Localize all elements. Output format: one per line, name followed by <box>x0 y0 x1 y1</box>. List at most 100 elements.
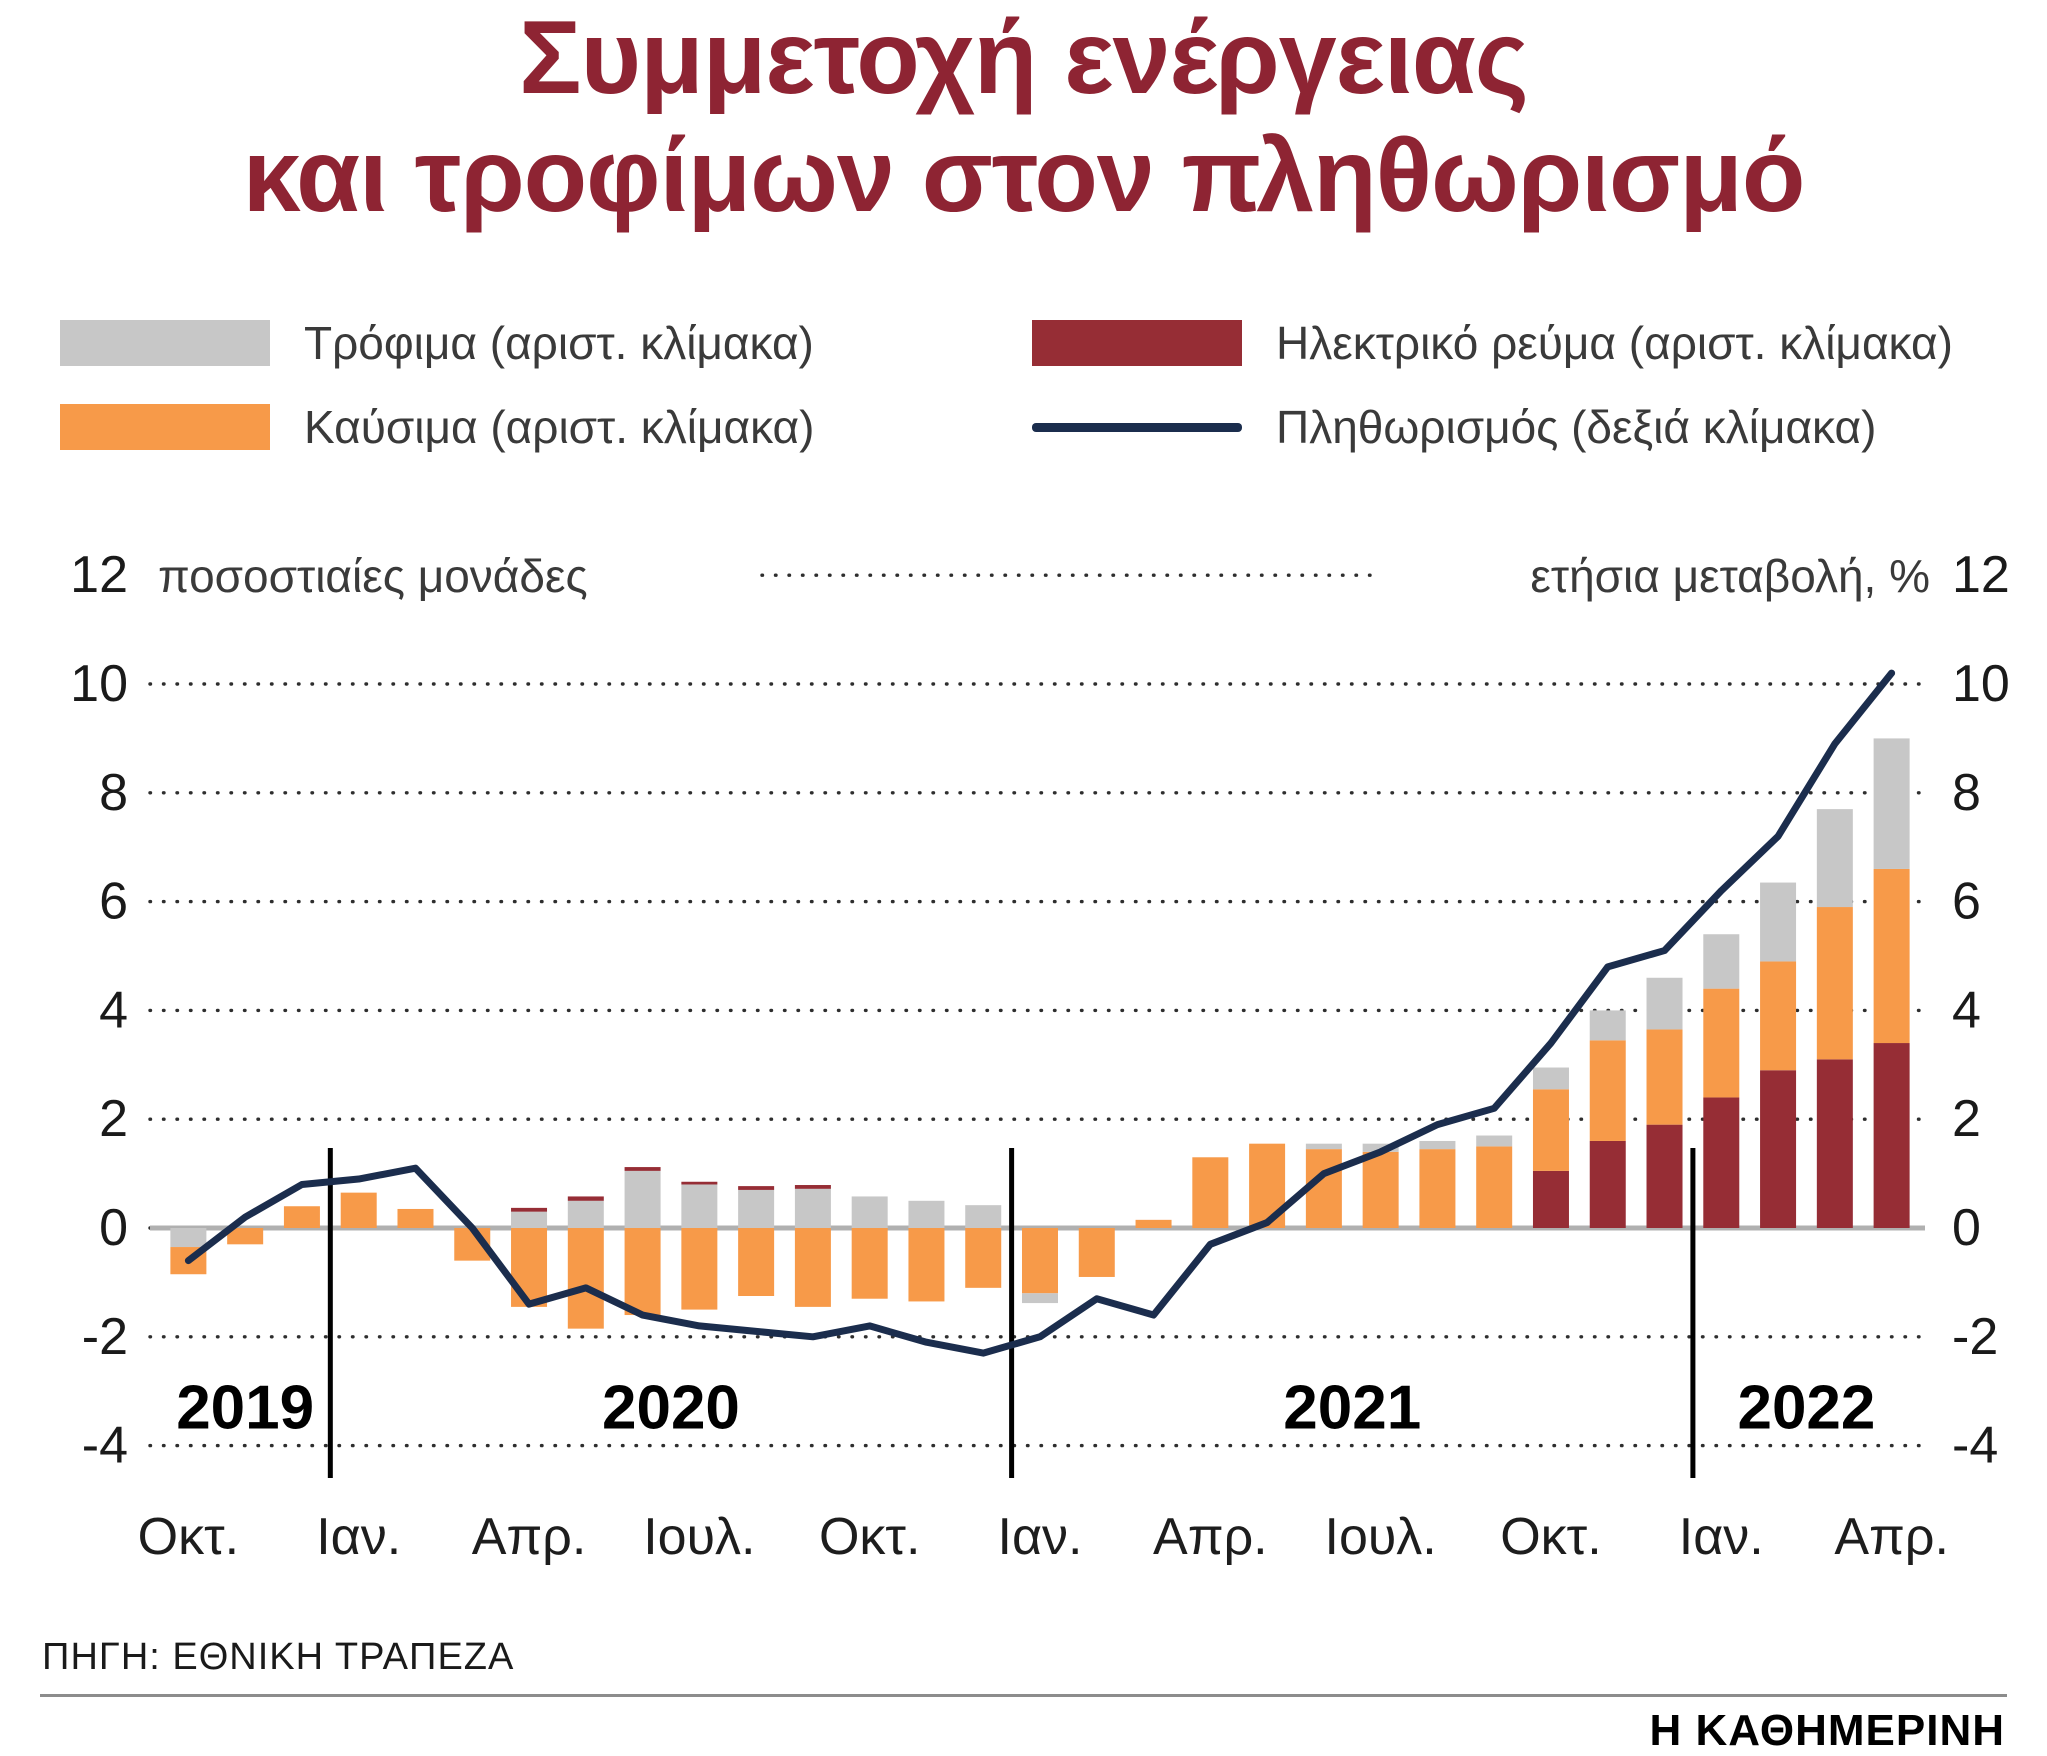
y-tick-left: 0 <box>99 1199 128 1257</box>
bar-segment-food <box>1589 1010 1626 1041</box>
x-axis-labels: Οκτ. Ιαν. Απρ. Ιουλ. Οκτ. Ιαν. Απρ. Ιουλ. Οκτ. Ια… <box>138 1508 1949 1566</box>
bar-segment-food <box>1873 738 1910 869</box>
y-tick-left: 4 <box>99 981 128 1039</box>
bar-segment-fuel <box>1646 1029 1683 1125</box>
y-tick-right: 2 <box>1952 1090 1981 1148</box>
y-tick-left: 10 <box>70 655 128 713</box>
year-label: 2019 <box>176 1374 314 1443</box>
bar-segment-food <box>1022 1293 1058 1304</box>
bar-segment-fuel <box>851 1228 888 1299</box>
year-label: 2022 <box>1737 1374 1875 1443</box>
fuel-swatch-icon <box>60 404 270 450</box>
y-tick-right: 6 <box>1952 873 1981 931</box>
y-tick-left: 2 <box>99 1090 128 1148</box>
bar-segment-food <box>624 1170 661 1228</box>
bar-segment-food <box>1816 809 1853 908</box>
bar-segment-elec <box>1816 1059 1853 1228</box>
bar-segment-elec <box>624 1167 661 1171</box>
bar-segment-fuel <box>1192 1157 1229 1228</box>
bar-segment-fuel <box>340 1192 377 1228</box>
chart-title: Συμμετοχή ενέργειας και τροφίμων στον πλ… <box>0 0 2047 235</box>
bar-segment-food <box>1362 1143 1399 1152</box>
bar-segment-fuel <box>227 1228 264 1245</box>
x-tick-label: Ιαν. <box>1679 1508 1764 1566</box>
x-tick-label: Οκτ. <box>1500 1508 1601 1566</box>
legend-item-food: Τρόφιμα (αριστ. κλίμακα) <box>60 317 814 369</box>
inflation-line <box>184 669 1896 1357</box>
bar-segment-elec <box>1873 1043 1910 1228</box>
year-dividers <box>327 1148 1696 1478</box>
y-tick-right: -2 <box>1952 1308 1998 1366</box>
bar-segment-fuel <box>1022 1228 1058 1294</box>
bar-segment-elec <box>1703 1097 1740 1228</box>
legend-item-electricity: Ηλεκτρικό ρεύμα (αριστ. κλίμακα) <box>1032 317 1953 369</box>
bar-segment-food <box>1476 1135 1513 1147</box>
y-tick-right: 12 <box>1952 546 2010 604</box>
footer-rule <box>40 1694 2007 1697</box>
bar-segment-fuel <box>1532 1089 1569 1171</box>
electricity-swatch-icon <box>1032 320 1242 366</box>
title-line-2: και τροφίμων στον πληθωρισμό <box>242 117 1806 234</box>
y-tick-right: 4 <box>1952 981 1981 1039</box>
y-tick-right: -4 <box>1952 1417 1998 1475</box>
bar-segment-fuel <box>624 1228 661 1316</box>
bar-segment-fuel <box>681 1228 718 1310</box>
year-label: 2020 <box>602 1374 740 1443</box>
bar-segment-food <box>511 1211 548 1228</box>
bar-segment-fuel <box>908 1228 945 1302</box>
bar-segment-food <box>1646 977 1683 1030</box>
bar-segment-food <box>567 1200 604 1228</box>
bar-segment-food <box>908 1200 945 1228</box>
bars-group <box>170 738 1910 1329</box>
bar-segment-fuel <box>1419 1149 1456 1228</box>
x-tick-label: Οκτ. <box>819 1508 920 1566</box>
inflation-line-swatch-icon <box>1032 422 1242 432</box>
bar-segment-fuel <box>794 1228 831 1307</box>
right-axis-caption: ετήσια μεταβολή, % <box>1530 547 1930 605</box>
legend-label-fuel: Καύσιμα (αριστ. κλίμακα) <box>304 401 815 453</box>
y-tick-left: -4 <box>82 1417 128 1475</box>
bar-segment-fuel <box>1760 961 1797 1071</box>
title-line-1: Συμμετοχή ενέργειας <box>519 0 1529 116</box>
bar-segment-food <box>170 1228 207 1248</box>
source-note: ΠΗΓΗ: ΕΘΝΙΚΗ ΤΡΑΠΕΖΑ <box>42 1636 515 1678</box>
x-tick-label: Απρ. <box>472 1508 587 1566</box>
y-axis-labels: 12 12 10 10 8 8 6 6 4 4 2 2 0 0 -2 -2 -4 -4 <box>70 546 2010 1474</box>
x-tick-label: Ιαν. <box>316 1508 401 1566</box>
y-tick-left: 12 <box>70 546 128 604</box>
year-labels: 2019 2020 2021 2022 <box>176 1374 1875 1443</box>
y-tick-left: -2 <box>82 1308 128 1366</box>
x-tick-label: Απρ. <box>1834 1508 1949 1566</box>
bar-segment-food <box>851 1196 888 1228</box>
y-tick-right: 10 <box>1952 655 2010 713</box>
bar-segment-elec <box>511 1207 548 1212</box>
bar-segment-elec <box>681 1181 718 1185</box>
y-tick-left: 8 <box>99 764 128 822</box>
x-tick-label: Απρ. <box>1153 1508 1268 1566</box>
bar-segment-food <box>1532 1067 1569 1090</box>
legend-label-electricity: Ηλεκτρικό ρεύμα (αριστ. κλίμακα) <box>1276 317 1953 369</box>
bar-segment-fuel <box>1816 907 1853 1060</box>
bar-segment-elec <box>1646 1124 1683 1228</box>
bar-segment-fuel <box>1873 868 1910 1044</box>
bar-segment-fuel <box>1703 988 1740 1098</box>
bar-segment-fuel <box>567 1228 604 1329</box>
bar-segment-fuel <box>283 1206 320 1228</box>
bar-segment-food <box>738 1189 775 1228</box>
bar-segment-fuel <box>965 1228 1002 1288</box>
bar-segment-elec <box>794 1185 831 1189</box>
legend-item-inflation: Πληθωρισμός (δεξιά κλίμακα) <box>1032 401 1877 453</box>
bar-segment-elec <box>1532 1170 1569 1228</box>
bar-segment-elec <box>1760 1070 1797 1228</box>
legend-label-inflation: Πληθωρισμός (δεξιά κλίμακα) <box>1276 401 1877 453</box>
y-tick-left: 6 <box>99 873 128 931</box>
bar-segment-fuel <box>511 1228 548 1307</box>
bar-segment-fuel <box>1078 1228 1115 1277</box>
y-tick-right: 8 <box>1952 764 1981 822</box>
bar-segment-fuel <box>1589 1040 1626 1141</box>
bar-segment-fuel <box>738 1228 775 1296</box>
bar-segment-fuel <box>1362 1151 1399 1228</box>
bar-segment-food <box>1703 934 1740 989</box>
bar-segment-food <box>1305 1143 1342 1150</box>
newspaper-masthead: Η ΚΑΘΗΜΕΡΙΝΗ <box>1649 1706 2005 1755</box>
